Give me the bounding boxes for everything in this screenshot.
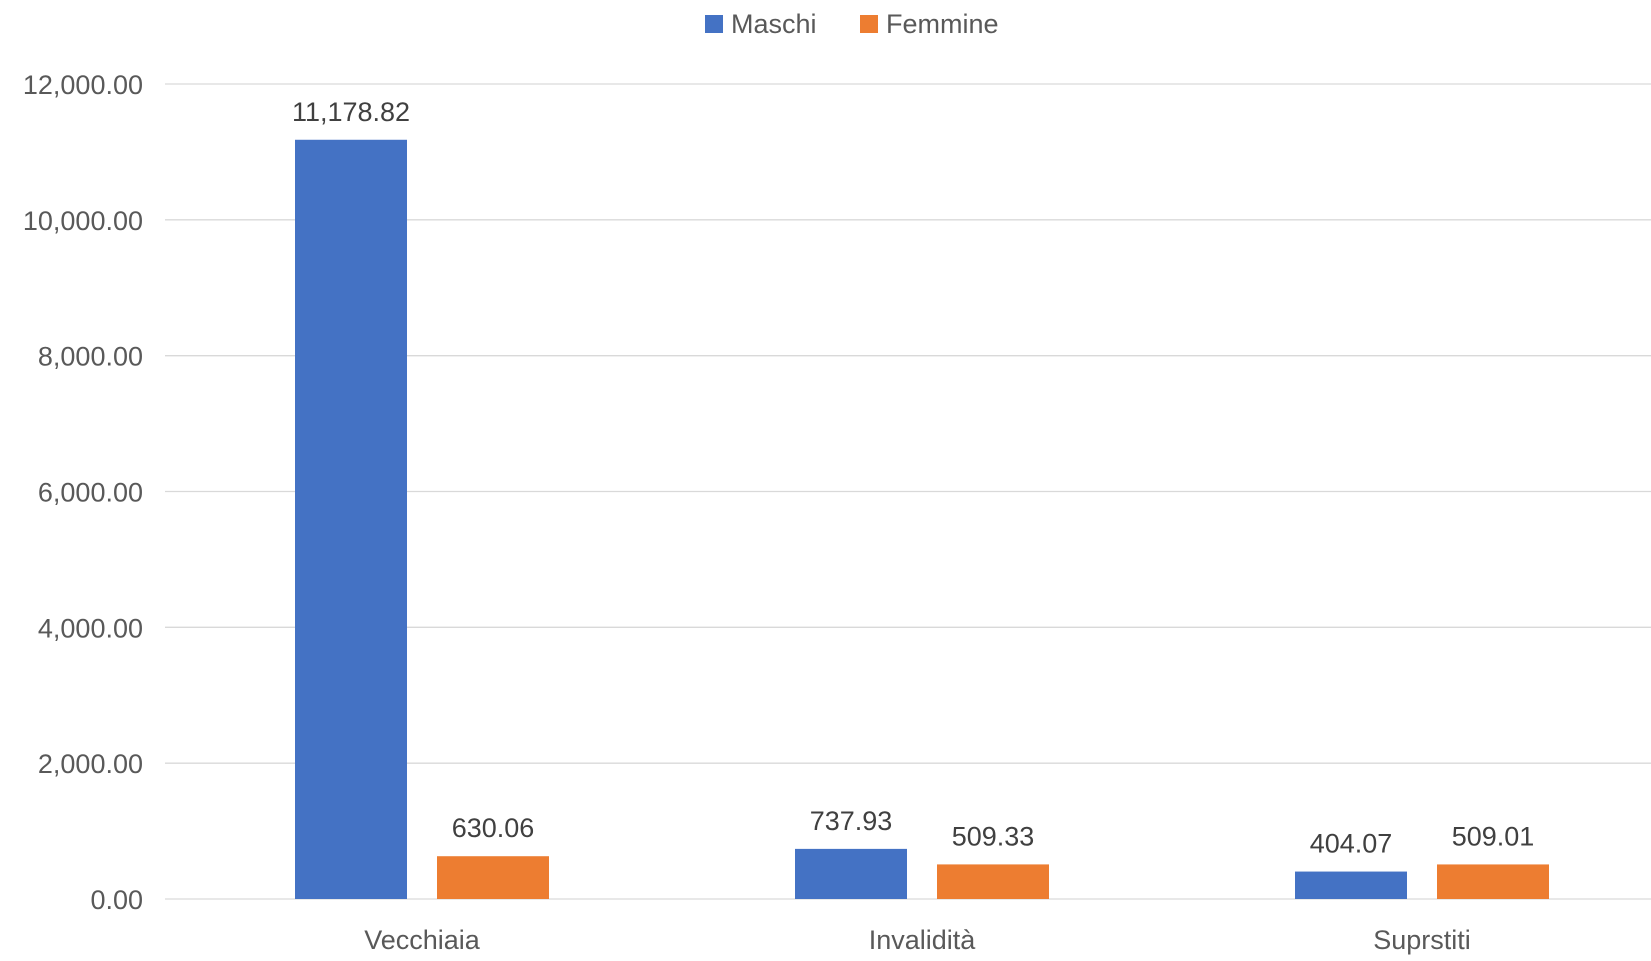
- bar-maschi-3: [1295, 871, 1407, 899]
- y-tick-label: 0.00: [90, 885, 143, 915]
- data-label: 404.07: [1310, 829, 1393, 859]
- y-tick-label: 6,000.00: [38, 478, 143, 508]
- y-axis: 0.00 2,000.00 4,000.00 6,000.00 8,000.00 10,0…: [23, 70, 143, 915]
- bar-femmine-3: [1437, 864, 1549, 899]
- legend-label-femmine: Femmine: [886, 9, 999, 39]
- bars: [295, 139, 1549, 900]
- y-tick-label: 12,000.00: [23, 70, 143, 100]
- y-tick-label: 2,000.00: [38, 749, 143, 779]
- x-category-label: Invalidità: [869, 925, 977, 955]
- data-label: 11,178.82: [292, 97, 410, 127]
- x-category-label: Suprstiti: [1373, 925, 1471, 955]
- data-labels: 11,178.82 737.93 404.07 630.06 509.33 509.01: [292, 97, 1534, 859]
- bar-maschi-1: [295, 139, 407, 900]
- y-tick-label: 10,000.00: [23, 206, 143, 236]
- legend-label-maschi: Maschi: [731, 9, 817, 39]
- legend-swatch-femmine: [860, 15, 878, 33]
- x-axis: Vecchiaia Invalidità Suprstiti: [364, 925, 1471, 955]
- data-label: 630.06: [452, 813, 535, 843]
- data-label: 737.93: [810, 806, 893, 836]
- data-label: 509.01: [1452, 821, 1535, 851]
- bar-femmine-2: [937, 864, 1049, 899]
- gridlines: [165, 83, 1651, 900]
- bar-femmine-1: [437, 856, 549, 899]
- y-tick-label: 4,000.00: [38, 613, 143, 643]
- x-category-label: Vecchiaia: [364, 925, 481, 955]
- bar-maschi-2: [795, 848, 907, 899]
- y-tick-label: 8,000.00: [38, 342, 143, 372]
- legend-swatch-maschi: [705, 15, 723, 33]
- data-label: 509.33: [952, 821, 1035, 851]
- legend: Maschi Femmine: [705, 9, 999, 39]
